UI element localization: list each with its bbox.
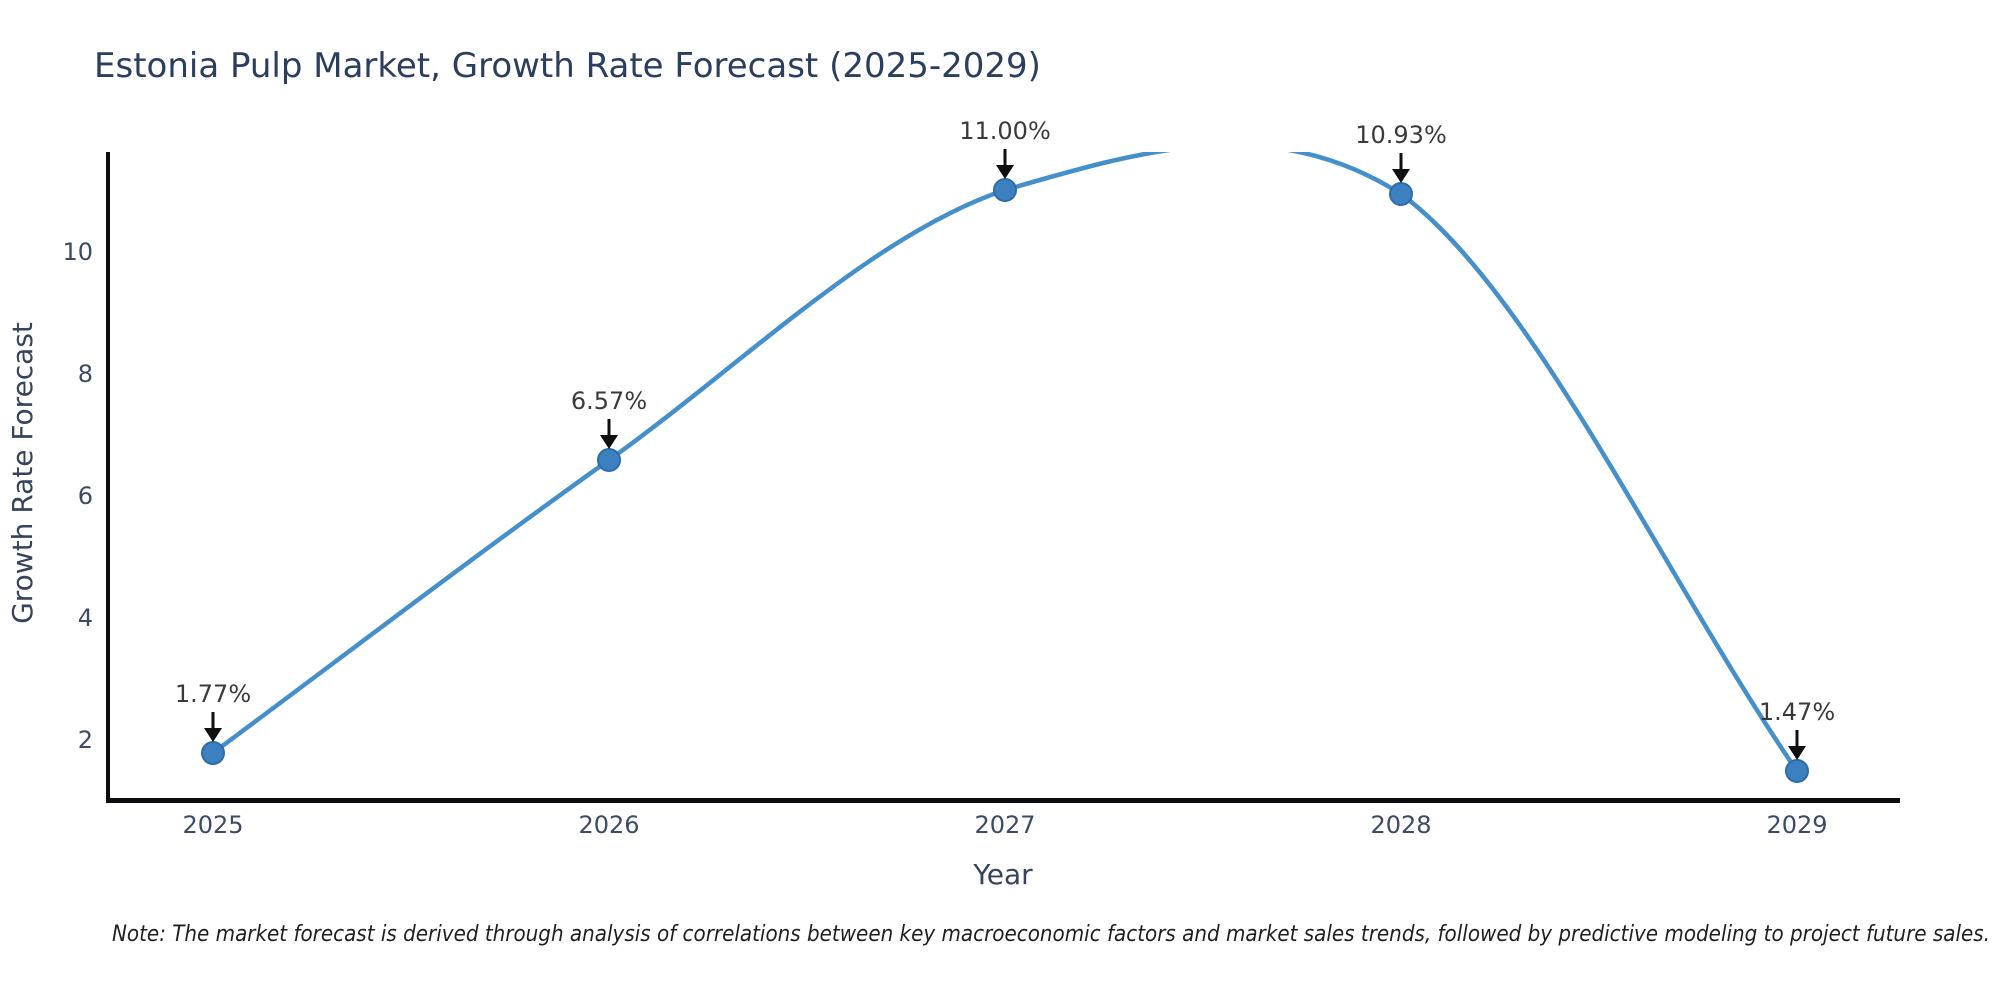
annotation-2028: 10.93%	[1355, 121, 1447, 183]
annotation-label: 11.00%	[959, 117, 1051, 145]
x-tick-label: 2025	[182, 811, 243, 839]
data-point-marker-2027	[993, 178, 1017, 202]
down-arrow-icon	[600, 435, 618, 449]
footnote: Note: The market forecast is derived thr…	[112, 922, 1990, 947]
y-tick-label: 10	[62, 238, 93, 266]
x-axis-label: Year	[972, 858, 1033, 891]
annotation-label: 6.57%	[571, 387, 647, 415]
annotation-2029: 1.47%	[1759, 698, 1835, 760]
x-tick-label: 2028	[1370, 811, 1431, 839]
y-tick-label: 6	[78, 482, 93, 510]
annotation-2026: 6.57%	[571, 387, 647, 449]
y-tick-label: 2	[78, 726, 93, 754]
data-point-marker-2028	[1389, 182, 1413, 206]
data-point-marker-2025	[201, 741, 225, 765]
y-axis-spine	[106, 152, 110, 803]
down-arrow-icon	[204, 728, 222, 742]
y-axis-label: Growth Rate Forecast	[6, 322, 39, 624]
chart-title: Estonia Pulp Market, Growth Rate Forecas…	[94, 46, 1041, 86]
annotation-label: 1.77%	[175, 680, 251, 708]
down-arrow-icon	[1788, 746, 1806, 760]
data-point-marker-2026	[597, 448, 621, 472]
trend-line	[210, 152, 1800, 774]
x-tick-label: 2027	[974, 811, 1035, 839]
annotation-label: 1.47%	[1759, 698, 1835, 726]
x-tick-label: 2026	[578, 811, 639, 839]
annotation-label: 10.93%	[1355, 121, 1447, 149]
down-arrow-icon	[1392, 169, 1410, 183]
y-tick-label: 4	[78, 604, 93, 632]
annotation-2027: 11.00%	[959, 117, 1051, 179]
x-axis-spine	[106, 798, 1900, 803]
annotation-2025: 1.77%	[175, 680, 251, 742]
x-tick-label: 2029	[1766, 811, 1827, 839]
y-tick-label: 8	[78, 360, 93, 388]
down-arrow-icon	[996, 165, 1014, 179]
data-point-marker-2029	[1785, 759, 1809, 783]
plot-area	[210, 152, 1800, 774]
